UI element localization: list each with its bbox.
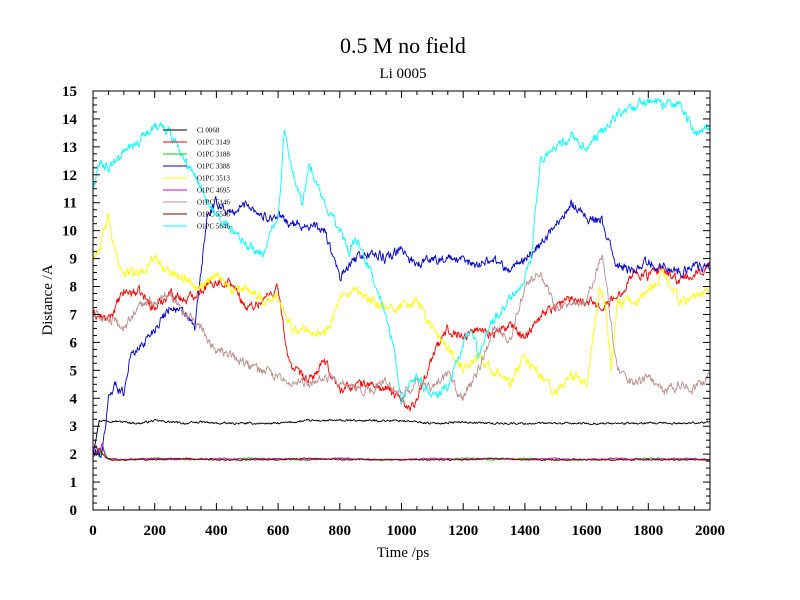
y-tick-label: 2 (70, 447, 78, 463)
y-tick-label: 13 (62, 140, 77, 156)
y-tick-label: 9 (70, 252, 78, 268)
series-line-o1pc-5146 (92, 255, 711, 401)
x-tick-label: 200 (143, 523, 166, 539)
series-line-cl-0068 (92, 418, 711, 455)
y-tick-label: 8 (70, 280, 78, 296)
legend-label: O1PC 5646 (197, 223, 230, 231)
legend-label: O1PC 5546 (197, 211, 230, 219)
y-tick-label: 15 (62, 84, 77, 100)
x-tick-label: 800 (329, 523, 352, 539)
y-tick-label: 1 (70, 475, 78, 491)
x-tick-label: 400 (205, 523, 228, 539)
legend: Cl 0068 O1PC 3149 O1PC 3188 O1PC 3388 O1PC 3… (163, 127, 230, 231)
x-axis-label: Time /ps (377, 545, 430, 561)
legend-label: O1PC 3188 (197, 151, 230, 159)
x-tick-label: 0 (89, 523, 97, 539)
y-tick-label: 7 (70, 307, 78, 323)
series-line-o1pc-3149 (92, 262, 711, 412)
y-axis-label: Distance /A (40, 264, 56, 335)
x-tick-label: 600 (267, 523, 290, 539)
chart-title: 0.5 M no field (340, 33, 466, 58)
legend-label: O1PC 5146 (197, 199, 230, 207)
series-line-o1pc-3388 (92, 195, 711, 458)
legend-label: O1PC 3513 (197, 175, 230, 183)
y-tick-label: 0 (70, 503, 78, 519)
y-tick-label: 14 (62, 112, 78, 128)
y-tick-label: 12 (62, 168, 77, 184)
series-layer (92, 97, 711, 462)
x-tick-label: 1000 (387, 523, 417, 539)
x-tick-label: 1400 (510, 523, 540, 539)
chart-subtitle: Li 0005 (379, 66, 426, 82)
x-tick-label: 1600 (572, 523, 602, 539)
legend-label: O1PC 3149 (197, 139, 230, 147)
y-tick-label: 10 (62, 224, 77, 240)
y-tick-label: 11 (63, 196, 77, 212)
y-tick-label: 6 (70, 335, 78, 351)
y-tick-label: 5 (70, 363, 78, 379)
y-tick-label: 4 (70, 391, 78, 407)
legend-label: O1PC 4695 (197, 187, 230, 195)
series-line-o1pc-3513 (92, 212, 711, 396)
series-line-o1pc-5646 (92, 97, 711, 405)
y-tick-label: 3 (70, 419, 78, 435)
x-tick-label: 2000 (695, 523, 725, 539)
series-line-o1pc-5546 (92, 447, 711, 462)
x-tick-label: 1800 (633, 523, 663, 539)
ticks-layer: 0 200 400 600 800 1000 1200 1400 1600 1800 2000012… (62, 84, 725, 539)
legend-label: O1PC 3388 (197, 163, 230, 171)
legend-label: Cl 0068 (197, 127, 220, 135)
x-tick-label: 1200 (448, 523, 478, 539)
